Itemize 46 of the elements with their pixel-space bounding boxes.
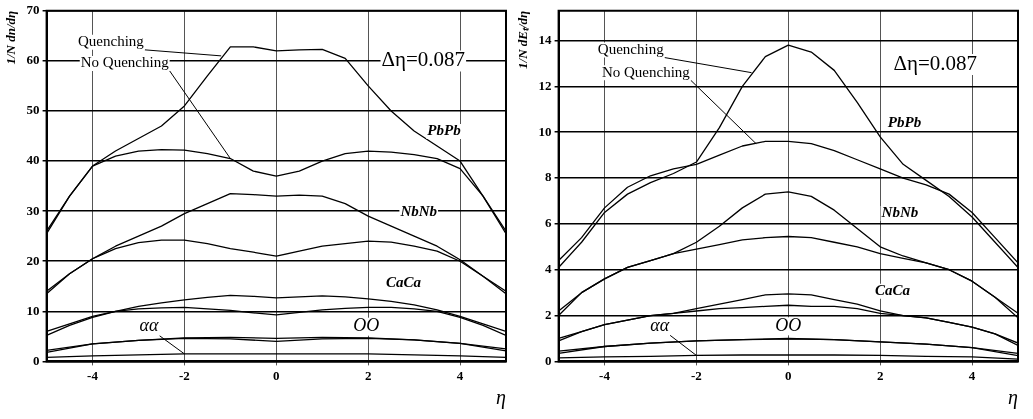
annotation: OO [775, 315, 802, 336]
y-tick-label: 10 [538, 123, 552, 139]
x-tick-label: 4 [968, 367, 976, 383]
y-tick-label: 8 [545, 169, 553, 185]
annotation: Δη=0.087 [893, 50, 978, 75]
annotation: CaCa [875, 282, 911, 299]
annotation: CaCa [386, 274, 422, 291]
annotation: No Quenching [601, 63, 691, 80]
y-tick-label: 0 [545, 352, 552, 368]
x-tick-label: -2 [691, 367, 702, 383]
y-tick-label: 6 [545, 215, 553, 231]
x-tick-label: -4 [599, 367, 611, 383]
y-tick-label: 50 [26, 102, 40, 118]
y-tick-label: 30 [26, 202, 40, 218]
y-tick-label: 60 [26, 52, 40, 68]
y-tick-label: 2 [545, 306, 552, 322]
x-tick-label: 4 [456, 367, 464, 383]
x-tick-label: 2 [364, 367, 372, 383]
x-axis-title: η [1008, 386, 1019, 410]
annotation: No Quenching [80, 54, 170, 71]
annotation: αα [139, 315, 160, 336]
x-axis-title: η [496, 386, 507, 410]
y-tick-label: 40 [26, 152, 40, 168]
annotation: Δη=0.087 [381, 47, 466, 72]
annotation: αα [650, 315, 670, 336]
y-tick-label: 0 [33, 352, 40, 368]
y-tick-label: 10 [26, 302, 40, 318]
y-tick-label: 4 [545, 261, 553, 277]
y-axis-title: 1/N dn/dη [3, 10, 19, 65]
annotation: NbNb [880, 204, 919, 221]
y-tick-label: 12 [538, 77, 552, 93]
annotation: Quenching [78, 33, 145, 50]
annotation: PbPb [427, 122, 462, 139]
x-tick-label: 0 [785, 367, 792, 383]
annotation: OO [353, 315, 380, 336]
annotation: Quenching [597, 41, 665, 57]
y-tick-label: 70 [26, 2, 40, 18]
y-axis-title: 1/N dEₜ/dη [515, 10, 531, 69]
y-tick-label: 14 [538, 31, 553, 47]
x-tick-label: 0 [273, 367, 280, 383]
annotation: PbPb [887, 113, 922, 130]
x-tick-label: 2 [876, 367, 884, 383]
annotation: NbNb [399, 202, 438, 219]
y-tick-label: 20 [26, 252, 40, 268]
x-tick-label: -2 [179, 367, 190, 383]
x-tick-label: -4 [87, 367, 99, 383]
